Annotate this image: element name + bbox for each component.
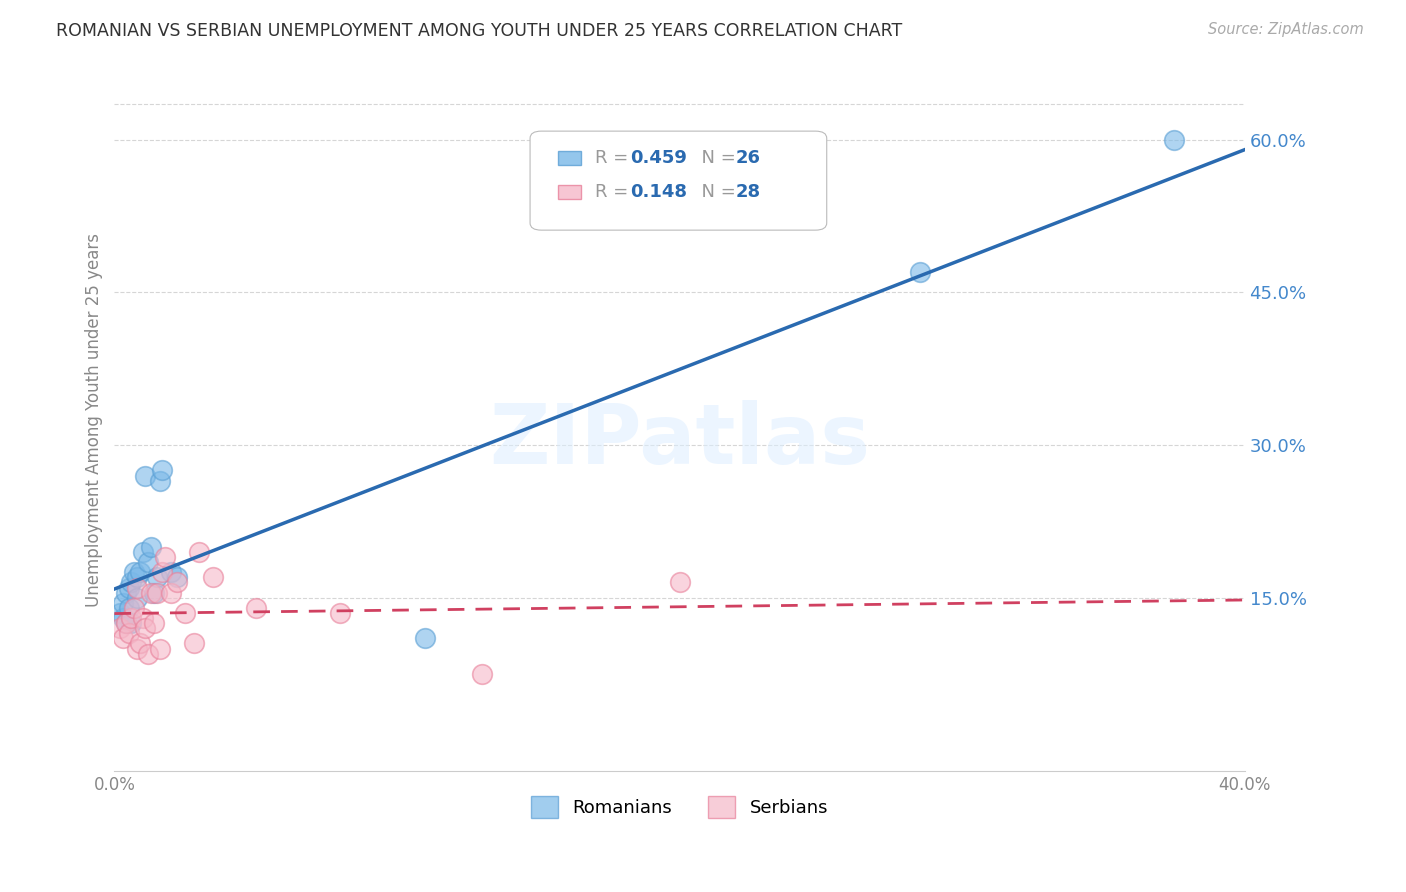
Point	[908, 265, 931, 279]
Point	[139, 585, 162, 599]
Point	[202, 570, 225, 584]
Point	[160, 566, 183, 580]
Point	[128, 636, 150, 650]
Point	[152, 463, 174, 477]
Point	[152, 566, 174, 580]
Text: N =: N =	[690, 149, 742, 167]
Point	[166, 570, 188, 584]
Point	[245, 600, 267, 615]
Legend: Romanians, Serbians: Romanians, Serbians	[523, 789, 835, 825]
Point	[117, 626, 139, 640]
Point	[125, 591, 148, 605]
Point	[131, 545, 153, 559]
Point	[139, 540, 162, 554]
Text: N =: N =	[690, 183, 742, 201]
Point	[122, 566, 145, 580]
Point	[128, 566, 150, 580]
Text: ROMANIAN VS SERBIAN UNEMPLOYMENT AMONG YOUTH UNDER 25 YEARS CORRELATION CHART: ROMANIAN VS SERBIAN UNEMPLOYMENT AMONG Y…	[56, 22, 903, 40]
Point	[188, 545, 211, 559]
Point	[125, 581, 148, 595]
Point	[134, 621, 156, 635]
Point	[122, 600, 145, 615]
Point	[146, 570, 169, 584]
Point	[125, 641, 148, 656]
Point	[174, 606, 197, 620]
Point	[114, 585, 136, 599]
Point	[146, 585, 169, 599]
Text: 26: 26	[735, 149, 761, 167]
Point	[114, 616, 136, 631]
Point	[155, 549, 177, 564]
Text: R =: R =	[595, 183, 634, 201]
Point	[134, 468, 156, 483]
Point	[125, 570, 148, 584]
Point	[117, 600, 139, 615]
Point	[111, 632, 134, 646]
Text: Source: ZipAtlas.com: Source: ZipAtlas.com	[1208, 22, 1364, 37]
Point	[166, 575, 188, 590]
Text: 0.459: 0.459	[630, 149, 686, 167]
Point	[111, 611, 134, 625]
Text: ZIPatlas: ZIPatlas	[489, 401, 870, 481]
Y-axis label: Unemployment Among Youth under 25 years: Unemployment Among Youth under 25 years	[86, 233, 103, 607]
Point	[160, 585, 183, 599]
Text: 0.148: 0.148	[630, 183, 688, 201]
Text: R =: R =	[595, 149, 634, 167]
Point	[1163, 133, 1185, 147]
Point	[183, 636, 205, 650]
Point	[108, 606, 131, 620]
Point	[114, 616, 136, 631]
Point	[117, 581, 139, 595]
Point	[131, 611, 153, 625]
Point	[111, 596, 134, 610]
Point	[136, 647, 159, 661]
Point	[471, 667, 494, 681]
Point	[108, 621, 131, 635]
Text: 28: 28	[735, 183, 761, 201]
Point	[413, 632, 436, 646]
Point	[120, 575, 142, 590]
Point	[149, 474, 172, 488]
Point	[143, 585, 166, 599]
Point	[120, 616, 142, 631]
Point	[120, 611, 142, 625]
Point	[329, 606, 352, 620]
Point	[136, 555, 159, 569]
Point	[668, 575, 690, 590]
Point	[143, 616, 166, 631]
Point	[149, 641, 172, 656]
